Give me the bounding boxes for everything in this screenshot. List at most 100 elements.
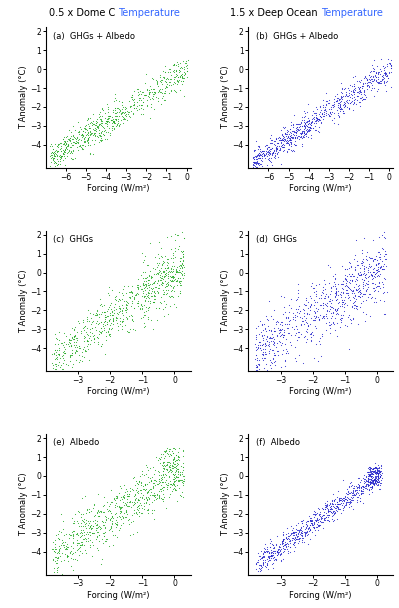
Point	[337, 289, 344, 299]
Point	[163, 469, 169, 479]
Point	[136, 93, 142, 103]
Point	[136, 477, 142, 486]
Point	[183, 58, 189, 68]
Point	[144, 305, 151, 315]
Point	[57, 152, 63, 162]
Point	[87, 522, 93, 531]
Point	[253, 151, 259, 161]
Point	[85, 536, 91, 546]
Point	[306, 116, 312, 125]
Point	[279, 131, 285, 140]
Point	[312, 125, 318, 135]
Point	[271, 350, 277, 360]
Point	[51, 348, 57, 358]
Point	[255, 359, 261, 368]
Point	[130, 94, 137, 104]
Point	[368, 485, 374, 494]
Point	[334, 318, 340, 328]
Point	[141, 292, 147, 302]
Point	[140, 273, 146, 283]
Point	[341, 497, 348, 506]
Point	[81, 352, 87, 362]
Point	[370, 255, 376, 265]
Point	[67, 142, 73, 152]
Point	[107, 524, 113, 534]
Point	[151, 89, 157, 99]
Point	[370, 476, 376, 486]
Point	[350, 490, 357, 500]
Point	[128, 315, 135, 325]
Point	[176, 241, 182, 251]
Point	[255, 342, 261, 352]
Point	[274, 143, 280, 153]
Point	[124, 497, 130, 507]
Point	[259, 340, 265, 350]
Point	[78, 531, 85, 541]
Point	[351, 87, 358, 97]
Point	[292, 328, 299, 338]
Point	[129, 314, 135, 323]
Point	[120, 518, 126, 528]
Point	[262, 547, 268, 557]
Point	[356, 485, 362, 495]
Point	[60, 523, 66, 533]
Point	[331, 108, 337, 118]
Point	[136, 100, 143, 110]
Point	[117, 304, 124, 314]
Point	[104, 117, 110, 126]
Point	[343, 87, 350, 97]
Point	[57, 353, 63, 362]
Point	[301, 121, 307, 131]
Point	[98, 115, 105, 125]
Point	[284, 147, 290, 156]
Point	[371, 475, 378, 485]
Point	[78, 527, 84, 537]
Point	[144, 291, 150, 300]
Point	[367, 474, 373, 483]
Point	[171, 299, 178, 309]
Point	[255, 143, 261, 153]
Point	[71, 138, 78, 148]
Point	[143, 100, 150, 110]
Point	[159, 79, 165, 89]
Point	[152, 252, 158, 261]
Point	[154, 77, 160, 87]
Point	[364, 282, 371, 292]
Point	[53, 359, 59, 369]
Point	[151, 488, 157, 498]
Point	[335, 499, 342, 509]
Point	[55, 547, 62, 556]
Point	[274, 144, 280, 154]
Point	[258, 349, 265, 359]
Point	[95, 123, 101, 133]
Point	[255, 567, 261, 576]
Point	[102, 316, 108, 326]
Point	[69, 332, 75, 342]
Point	[146, 88, 152, 97]
Point	[124, 298, 131, 308]
Point	[288, 130, 294, 140]
Point	[289, 536, 296, 545]
Point	[111, 116, 117, 126]
Point	[373, 465, 380, 474]
Point	[148, 286, 155, 296]
Point	[373, 61, 380, 71]
Point	[266, 142, 273, 152]
Point	[154, 480, 161, 489]
Point	[97, 294, 103, 304]
Point	[104, 319, 110, 329]
Point	[144, 280, 151, 290]
Point	[51, 153, 57, 163]
Point	[160, 446, 167, 455]
Point	[304, 322, 311, 331]
Point	[277, 331, 284, 340]
Point	[279, 134, 285, 144]
Point	[287, 125, 293, 134]
Point	[251, 160, 257, 170]
Point	[258, 562, 264, 572]
Point	[274, 148, 280, 157]
Point	[161, 457, 167, 467]
Point	[257, 159, 263, 169]
Point	[50, 148, 57, 158]
Point	[171, 453, 178, 463]
